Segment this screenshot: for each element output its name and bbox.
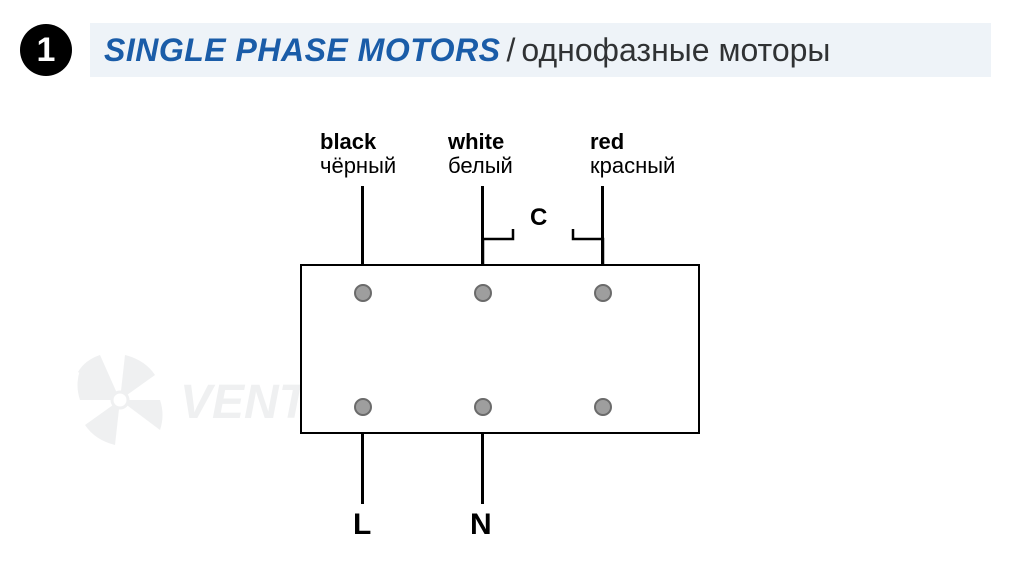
terminal-bottom-1 <box>354 398 372 416</box>
title-english: SINGLE PHASE MOTORS <box>104 32 501 69</box>
wire-labels-top: black чёрный white белый red красный <box>280 130 760 190</box>
supply-label-L: L <box>353 508 371 542</box>
supply-label-N: N <box>470 508 492 542</box>
terminal-bottom-3 <box>594 398 612 416</box>
wire-label-red: red красный <box>590 130 730 178</box>
wire-label-white: white белый <box>448 130 568 178</box>
section-number-badge: 1 <box>20 24 72 76</box>
supply-lead-N <box>481 434 484 504</box>
title-russian: однофазные моторы <box>521 32 830 69</box>
terminal-top-3 <box>594 284 612 302</box>
section-number: 1 <box>37 31 56 70</box>
title-bar: SINGLE PHASE MOTORS / однофазные моторы <box>90 23 991 77</box>
wire-label-white-ru: белый <box>448 154 568 178</box>
supply-lead-L <box>361 434 364 504</box>
wiring-diagram: black чёрный white белый red красный C <box>280 130 760 550</box>
terminal-block <box>300 264 700 434</box>
lead-black <box>361 186 364 266</box>
header: 1 SINGLE PHASE MOTORS / однофазные мотор… <box>20 18 991 82</box>
wire-label-red-en: red <box>590 130 730 154</box>
lead-white <box>481 186 484 266</box>
title-separator: / <box>507 32 516 69</box>
terminal-bottom-2 <box>474 398 492 416</box>
terminal-top-1 <box>354 284 372 302</box>
wire-label-black: black чёрный <box>320 130 440 178</box>
lead-red <box>601 186 604 266</box>
terminal-top-2 <box>474 284 492 302</box>
wire-label-red-ru: красный <box>590 154 730 178</box>
wire-label-white-en: white <box>448 130 568 154</box>
wire-label-black-ru: чёрный <box>320 154 440 178</box>
wire-label-black-en: black <box>320 130 440 154</box>
